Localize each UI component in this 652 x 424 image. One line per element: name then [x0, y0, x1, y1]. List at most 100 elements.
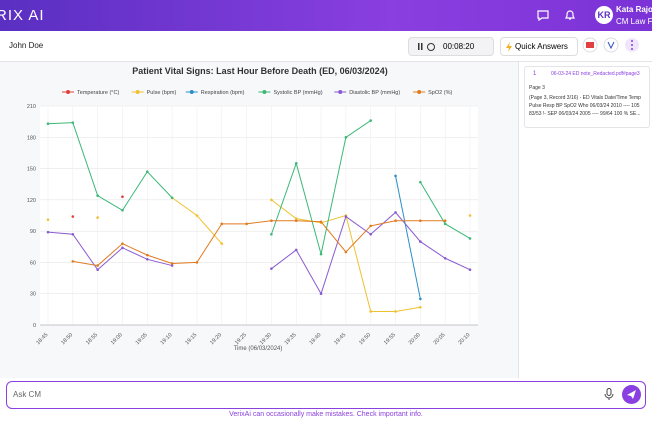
data-point [419, 297, 422, 301]
data-point [170, 196, 174, 200]
data-point [220, 242, 224, 245]
data-point [419, 219, 422, 223]
data-point [71, 121, 75, 124]
x-tick-label: 19:20 [209, 332, 223, 346]
avatar[interactable]: KR [595, 6, 613, 24]
source-line: Pulse Resp BP SpO2 Who 06/03/24 2010 ---… [529, 103, 640, 109]
data-point [46, 218, 50, 221]
x-tick-label: 20:05 [433, 332, 447, 346]
legend-label: Respiration (bpm) [201, 90, 245, 96]
legend-dot [262, 90, 267, 94]
data-point [145, 253, 149, 257]
source-card[interactable]: 1 06-03-24 ED note_Redacted.pdf#page3 Pa… [524, 66, 650, 128]
chat-input[interactable]: Ask CM [6, 381, 646, 409]
data-point [96, 264, 99, 267]
data-point [46, 230, 50, 234]
data-point [319, 220, 323, 224]
timer[interactable]: 00:08:20 [408, 37, 494, 56]
data-point [468, 237, 472, 240]
data-point [245, 222, 248, 226]
input-placeholder: Ask CM [13, 390, 41, 399]
mic-icon[interactable] [604, 388, 614, 401]
data-point [71, 232, 75, 236]
chart: Patient Vital Signs: Last Hour Before De… [27, 66, 478, 352]
y-tick-label: 210 [27, 104, 36, 110]
data-point [294, 219, 298, 223]
data-point [121, 246, 124, 250]
y-tick-label: 30 [30, 292, 36, 298]
legend-dot [338, 90, 343, 94]
data-point [394, 219, 397, 223]
legend-label: Systolic BP (mmHg) [273, 90, 322, 96]
data-point [369, 232, 373, 236]
chat-icon[interactable] [536, 8, 550, 22]
data-point [71, 215, 75, 218]
data-point [419, 180, 422, 184]
data-point [195, 214, 199, 217]
data-point [121, 208, 124, 212]
chart-title: Patient Vital Signs: Last Hour Before De… [132, 66, 387, 76]
y-tick-label: 90 [30, 229, 36, 235]
data-point [220, 222, 224, 226]
x-tick-label: 18:50 [60, 332, 74, 346]
source-line: 83/53 !- SEP 06/03/24 2005 ---- 99/64 10… [529, 111, 641, 117]
data-point [121, 242, 124, 245]
data-point [344, 135, 348, 139]
data-point [270, 219, 273, 223]
legend-dot [135, 90, 140, 94]
x-tick-label: 19:35 [284, 332, 298, 346]
source-reference[interactable]: 06-03-24 ED note_Redacted.pdf#page3 [551, 71, 640, 77]
data-point [419, 240, 422, 243]
y-tick-label: 180 [27, 135, 36, 141]
x-tick-label: 19:45 [333, 332, 347, 346]
source-page: Page 3 [529, 85, 545, 91]
data-point [443, 219, 447, 223]
data-point [369, 224, 373, 228]
timer-text: 00:08:20 [443, 42, 475, 51]
y-tick-label: 60 [30, 260, 36, 266]
plot-area [40, 106, 478, 325]
data-point [344, 215, 348, 218]
quick-answers[interactable]: Quick Answers [500, 37, 578, 56]
series-line [72, 220, 446, 267]
x-tick-label: 18:55 [85, 332, 99, 346]
bell-icon[interactable] [563, 8, 577, 22]
x-axis-label: Time (06/03/2024) [234, 346, 283, 352]
legend-label: Pulse (bpm) [147, 90, 177, 96]
data-point [270, 198, 273, 202]
data-point [468, 214, 472, 217]
bolt-icon [506, 42, 512, 52]
data-point [344, 250, 348, 254]
toolbar-icons[interactable] [582, 37, 642, 55]
x-tick-label: 19:30 [259, 332, 273, 346]
legend-dot [417, 90, 422, 94]
send-button[interactable] [622, 385, 641, 404]
patient-name: John Doe [9, 41, 44, 50]
series-line [395, 175, 421, 300]
legend-label: SpO2 (%) [428, 90, 452, 96]
quick-answers-text: Quick Answers [515, 42, 568, 51]
data-point [46, 122, 50, 126]
data-point [369, 310, 373, 313]
source-number: 1 [533, 71, 537, 77]
x-tick-label: 19:25 [234, 332, 248, 346]
x-tick-label: 20:10 [457, 332, 471, 346]
x-tick-label: 19:10 [160, 332, 174, 346]
data-point [369, 119, 373, 122]
logo: RIX AI [0, 7, 45, 24]
data-point [294, 217, 298, 220]
y-tick-label: 150 [27, 167, 36, 173]
data-point [319, 292, 323, 296]
data-point [294, 162, 298, 165]
user-role: CM Law Fir [616, 17, 652, 26]
legend-label: Temperature (°C) [77, 90, 119, 96]
data-point [145, 170, 149, 173]
data-point [394, 211, 397, 214]
data-point [170, 264, 174, 267]
timer-icons [418, 43, 435, 51]
data-point [195, 261, 199, 264]
data-point [170, 262, 174, 265]
send-icon [627, 390, 636, 399]
data-point [71, 260, 75, 263]
